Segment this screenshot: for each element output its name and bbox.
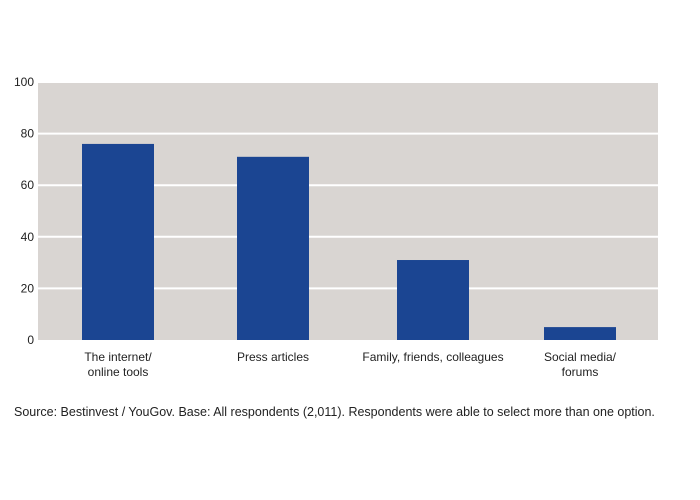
- bar-1: [237, 156, 309, 340]
- y-tick-label: 0: [27, 333, 34, 347]
- source-note: Source: Bestinvest / YouGov. Base: All r…: [14, 405, 655, 419]
- y-tick-label: 80: [21, 127, 35, 141]
- x-category-label: Family, friends, colleagues: [362, 350, 503, 364]
- bar-chart: 0 20 40 60 80 100 The internet/online tools Pr…: [14, 75, 658, 379]
- bars: [82, 143, 616, 340]
- x-axis-labels: The internet/online tools Press articles F…: [84, 350, 616, 379]
- bar-0: [82, 143, 154, 340]
- x-category-label: Social media/forums: [544, 350, 617, 379]
- y-tick-label: 60: [21, 178, 35, 192]
- x-category-label: The internet/online tools: [84, 350, 152, 379]
- y-tick-label: 100: [14, 75, 34, 89]
- x-category-label: Press articles: [237, 350, 309, 364]
- y-axis-ticks: 0 20 40 60 80 100: [14, 75, 34, 347]
- y-tick-label: 20: [21, 281, 35, 295]
- bar-3: [544, 327, 616, 340]
- y-tick-label: 40: [21, 230, 35, 244]
- bar-2: [397, 260, 469, 340]
